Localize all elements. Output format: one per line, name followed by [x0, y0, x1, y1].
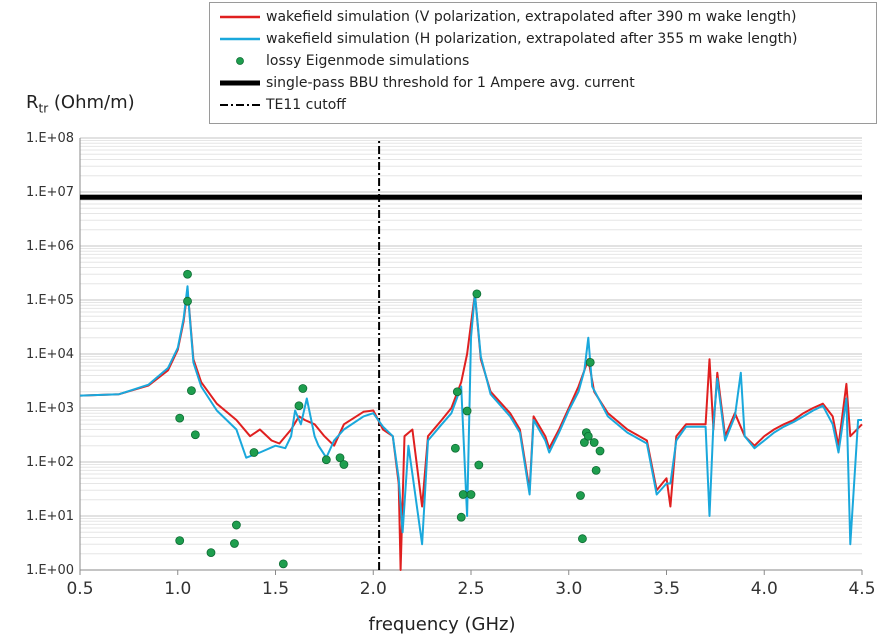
legend-item-te11-cutoff: TE11 cutoff [218, 94, 346, 116]
eigenmode-point [230, 539, 239, 548]
x-tick-label: 0.5 [66, 579, 93, 599]
eigenmode-point [187, 386, 196, 396]
series-v-polarization-line [79, 289, 863, 571]
x-tick-label: 1.5 [262, 579, 289, 599]
eigenmode-point [321, 455, 331, 465]
y-tick-label: 1.E+04 [26, 347, 74, 362]
y-tick-label: 1.E+03 [26, 401, 74, 416]
eigenmode-point [206, 548, 216, 558]
eigenmode-point [294, 401, 304, 411]
plot-area [79, 138, 863, 571]
legend-label: single-pass BBU threshold for 1 Ampere a… [266, 75, 635, 91]
x-tick-label: 4.5 [848, 579, 875, 599]
legend-item-eigenmode: lossy Eigenmode simulations [218, 50, 469, 72]
y-tick-label: 1.E+06 [26, 239, 74, 254]
y-axis-symbol: R [26, 92, 39, 113]
y-tick-label: 1.E+05 [26, 293, 74, 308]
y-tick-label: 1.E+02 [26, 455, 74, 470]
eigenmode-point [472, 289, 482, 299]
green-dot-swatch [236, 57, 244, 65]
legend-item-v-polarization: wakefield simulation (V polarization, ex… [218, 6, 797, 28]
y-axis-unit: (Ohm/m) [53, 92, 135, 113]
eigenmode-point [585, 357, 595, 367]
eigenmode-point [278, 559, 288, 569]
eigenmode-point [190, 430, 200, 440]
eigenmode-point [231, 520, 241, 530]
y-axis-title: Rtr (Ohm/m) [26, 92, 135, 116]
eigenmode-point [456, 512, 466, 522]
blue-line-swatch [220, 37, 260, 41]
dash-dot-line-swatch [220, 104, 260, 106]
eigenmode-point [466, 490, 476, 499]
eigenmode-point [450, 443, 460, 453]
x-tick-label: 2.0 [360, 579, 387, 599]
eigenmode-point [578, 534, 587, 544]
eigenmode-point [175, 536, 185, 546]
y-tick-label: 1.E+01 [26, 509, 74, 524]
eigenmode-point [175, 413, 185, 423]
eigenmode-point [591, 465, 601, 475]
eigenmode-point [576, 491, 585, 500]
eigenmode-point [452, 387, 462, 397]
eigenmode-point [474, 460, 484, 470]
eigenmode-point [589, 438, 599, 447]
legend-label: lossy Eigenmode simulations [266, 53, 470, 69]
x-tick-label: 2.5 [457, 579, 484, 599]
legend-label: wakefield simulation (V polarization, ex… [266, 9, 797, 25]
y-tick-label: 1.E+00 [26, 563, 74, 578]
legend-item-h-polarization: wakefield simulation (H polarization, ex… [218, 28, 797, 50]
black-thick-line-swatch [220, 80, 260, 86]
eigenmode-point [339, 460, 349, 469]
eigenmode-point [249, 448, 259, 457]
eigenmode-point [595, 446, 605, 456]
series-h-polarization-line [79, 285, 862, 546]
x-tick-label: 4.0 [751, 579, 778, 599]
eigenmode-point [335, 453, 345, 463]
legend-item-bbu-threshold: single-pass BBU threshold for 1 Ampere a… [218, 72, 635, 94]
axis-ticks: 1.E+00 1.E+01 1.E+02 1.E+03 1.E+04 1.E+05 1.E+… [26, 131, 876, 599]
eigenmode-point [298, 384, 308, 393]
y-axis-subscript: tr [38, 101, 49, 116]
x-tick-label: 3.0 [555, 579, 582, 599]
y-tick-label: 1.E+08 [26, 131, 74, 146]
legend-label: wakefield simulation (H polarization, ex… [266, 31, 798, 47]
x-axis-title: frequency (GHz) [368, 614, 516, 635]
eigenmode-point [579, 438, 589, 447]
y-tick-label: 1.E+07 [26, 185, 74, 200]
eigenmode-point [583, 431, 593, 441]
eigenmode-point [183, 296, 192, 306]
eigenmode-point [462, 406, 472, 416]
legend: wakefield simulation (V polarization, ex… [209, 2, 877, 124]
red-line-swatch [220, 15, 260, 19]
x-tick-label: 1.0 [164, 579, 191, 599]
eigenmode-point [458, 490, 468, 499]
eigenmode-point [183, 269, 192, 279]
legend-label: TE11 cutoff [266, 97, 346, 113]
x-tick-label: 3.5 [653, 579, 680, 599]
